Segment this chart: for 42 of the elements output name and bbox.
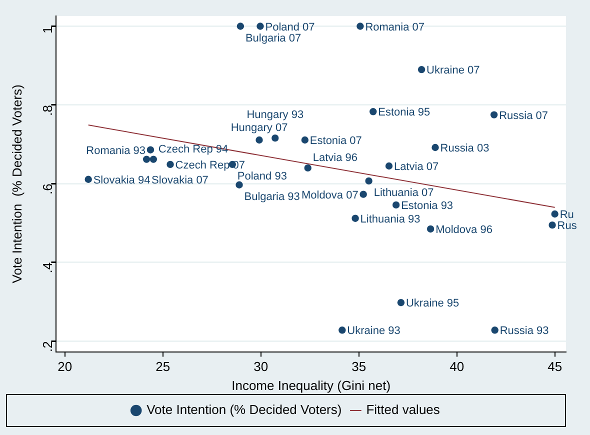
legend-label: Vote Intention (% Decided Voters) — [146, 402, 342, 418]
x-tick-label: 35 — [352, 359, 366, 374]
data-label: Hungary 07 — [230, 122, 288, 134]
data-label: Hungary 93 — [246, 109, 304, 122]
data-label: Romania 93 — [86, 144, 146, 157]
data-label: Russia 03 — [440, 142, 490, 155]
y-tick-label: 1 — [40, 26, 55, 34]
x-tick-label: 45 — [548, 359, 562, 374]
data-label: Romania 07 — [365, 21, 425, 34]
data-label: Ukraine 93 — [347, 325, 400, 338]
x-tick-label: 30 — [254, 359, 268, 374]
data-label: Moldova 07 — [301, 189, 358, 202]
data-label: Latvia 07 — [394, 161, 439, 174]
data-label: Bulgaria 07 — [245, 32, 302, 44]
y-tick-label: .8 — [40, 104, 55, 116]
x-tick-label: 40 — [450, 359, 464, 374]
y-tick-label: .4 — [40, 262, 55, 274]
data-label: Ukraine 07 — [426, 64, 480, 77]
data-label: Estonia 95 — [378, 106, 430, 119]
data-label: Estonia 93 — [401, 200, 454, 212]
legend-label: Fitted values — [366, 402, 440, 418]
data-label: Slovakia 07 — [152, 174, 208, 186]
data-label: Ru — [560, 209, 574, 222]
data-label: Lithuania 07 — [374, 186, 434, 199]
data-label: Estonia 07 — [310, 135, 362, 148]
data-label: Russia 07 — [499, 110, 548, 122]
data-label: Poland 07 — [265, 21, 315, 34]
y-tick-label: .2 — [40, 341, 55, 352]
y-tick-label: .6 — [40, 184, 55, 195]
data-label: Lithuania 93 — [360, 213, 420, 226]
data-label: Russia 93 — [500, 325, 549, 338]
data-label: Poland 93 — [237, 170, 287, 182]
y-axis-title: Vote Intention (% Decided Voters) — [9, 84, 24, 284]
data-label: Slovakia 94 — [93, 174, 150, 186]
data-label: Moldova 96 — [436, 224, 492, 236]
x-tick-label: 20 — [58, 359, 72, 374]
data-label: Rus — [557, 220, 578, 232]
data-label: Bulgaria 93 — [244, 190, 300, 203]
x-tick-label: 25 — [156, 359, 170, 374]
data-label: Ukraine 95 — [406, 298, 460, 310]
x-axis-title: Income Inequality (Gini net) — [232, 378, 391, 393]
data-label: Latvia 96 — [312, 152, 358, 164]
